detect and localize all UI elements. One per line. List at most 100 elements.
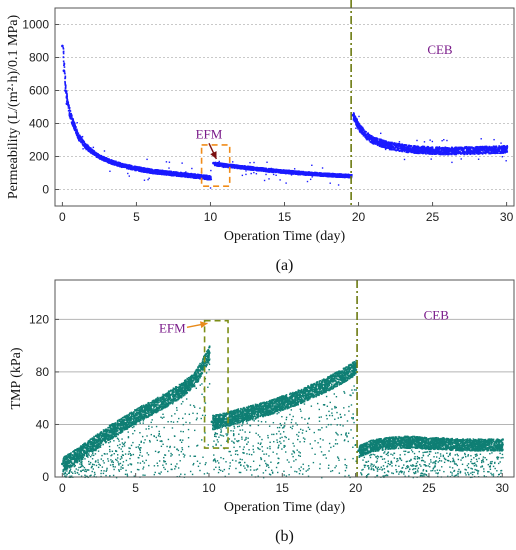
data-point: [137, 168, 140, 170]
data-point: [162, 172, 164, 175]
data-point: [435, 146, 438, 149]
data-point: [98, 157, 101, 160]
data-point: [245, 173, 247, 176]
data-point: [86, 147, 89, 150]
data-point: [159, 170, 162, 173]
data-point: [140, 170, 143, 173]
data-point: [257, 169, 259, 171]
data-point: [190, 173, 193, 176]
data-point: [168, 167, 170, 169]
data-point: [266, 161, 268, 163]
data-point: [165, 161, 168, 163]
data-point: [87, 146, 90, 149]
data-point: [147, 169, 150, 172]
data-point: [222, 162, 225, 165]
data-point: [243, 166, 245, 169]
data-point: [121, 166, 123, 169]
data-point: [249, 161, 251, 164]
data-point: [113, 162, 116, 165]
data-point: [82, 143, 84, 146]
data-point: [287, 171, 290, 174]
data-point: [70, 121, 73, 124]
series-point: [72, 125, 76, 129]
series-point: [90, 150, 94, 153]
data-point: [471, 146, 474, 149]
data-point: [134, 166, 137, 168]
data-point: [286, 169, 289, 172]
data-point: [337, 176, 340, 178]
data-point: [245, 167, 248, 169]
data-point: [219, 162, 222, 164]
data-point: [485, 147, 488, 150]
data-point: [357, 122, 360, 124]
data-point: [263, 169, 266, 172]
data-point: [63, 62, 66, 65]
data-point: [334, 175, 337, 178]
data-point: [69, 110, 72, 112]
data-point: [117, 163, 120, 166]
series-point: [268, 168, 271, 171]
data-point: [101, 158, 103, 161]
data-point: [71, 121, 74, 123]
data-point: [347, 176, 350, 179]
data-point: [305, 174, 307, 176]
data-point: [83, 140, 85, 143]
series-point: [75, 133, 79, 137]
data-point: [79, 137, 81, 140]
data-point: [88, 150, 91, 152]
data-point: [322, 175, 325, 177]
data-point: [64, 80, 66, 83]
data-point: [355, 121, 358, 124]
data-point: [469, 148, 472, 151]
data-point: [311, 173, 313, 175]
data-point: [203, 175, 206, 178]
data-point: [361, 130, 364, 133]
data-point: [64, 86, 67, 88]
data-point: [429, 153, 431, 155]
data-point: [305, 172, 307, 175]
data-point: [329, 175, 331, 178]
data-point: [171, 172, 173, 174]
data-point: [332, 176, 335, 178]
data-point: [97, 156, 100, 159]
data-point: [66, 95, 68, 98]
data-point: [204, 175, 207, 177]
data-point: [139, 168, 142, 171]
data-point: [175, 174, 177, 177]
data-point: [80, 136, 82, 139]
data-point: [222, 166, 225, 169]
data-point: [165, 173, 168, 175]
data-point: [170, 171, 172, 173]
data-point: [76, 135, 79, 138]
data-point: [72, 124, 75, 127]
data-point: [66, 98, 69, 101]
data-point: [207, 177, 209, 180]
data-point: [107, 161, 109, 163]
data-point: [271, 169, 273, 172]
data-point: [72, 122, 75, 125]
data-point: [160, 172, 163, 174]
data-point: [258, 167, 260, 169]
data-point: [65, 91, 67, 93]
data-point: [89, 147, 92, 150]
data-point: [347, 173, 350, 176]
data-point: [188, 176, 190, 179]
data-point: [63, 72, 66, 74]
data-point: [123, 163, 125, 166]
data-point: [291, 169, 294, 172]
data-point: [162, 170, 164, 172]
series-point: [209, 175, 212, 179]
data-point: [140, 169, 143, 172]
data-point: [126, 165, 129, 168]
data-point: [64, 77, 66, 80]
data-point: [136, 168, 139, 170]
data-point: [161, 173, 163, 176]
data-point: [146, 171, 148, 174]
data-point: [168, 161, 171, 163]
data-point: [137, 166, 140, 169]
data-point: [129, 166, 132, 168]
series-point: [65, 102, 69, 105]
data-point: [310, 171, 312, 174]
series-point: [149, 169, 153, 172]
data-point: [86, 145, 88, 147]
